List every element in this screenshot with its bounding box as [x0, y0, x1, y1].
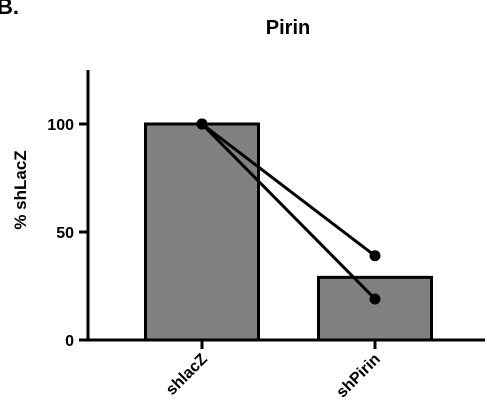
- chart-title: Pirin: [266, 17, 310, 39]
- x-tick-label-shpirin: shPirin: [333, 351, 383, 401]
- pair-point-2-shlacz: [196, 118, 208, 130]
- pair-line-2: [200, 122, 377, 301]
- panel-letter: B.: [0, 0, 19, 19]
- pair-line-1: [201, 122, 376, 257]
- pair-point-2-shpirin: [369, 293, 381, 305]
- x-tick-label-shlacz: shlacZ: [163, 351, 211, 399]
- bar-shpirin: [317, 275, 433, 342]
- y-axis-title: % shLacZ: [11, 150, 30, 229]
- y-tick-label-100: 100: [47, 117, 74, 134]
- y-tick-label-0: 0: [65, 333, 74, 350]
- plot-area: 0 50 100 shlacZ shPirin: [47, 70, 485, 401]
- y-tick-label-50: 50: [56, 225, 74, 242]
- bar-shlacz: [144, 122, 260, 342]
- pair-point-1-shpirin: [369, 250, 381, 262]
